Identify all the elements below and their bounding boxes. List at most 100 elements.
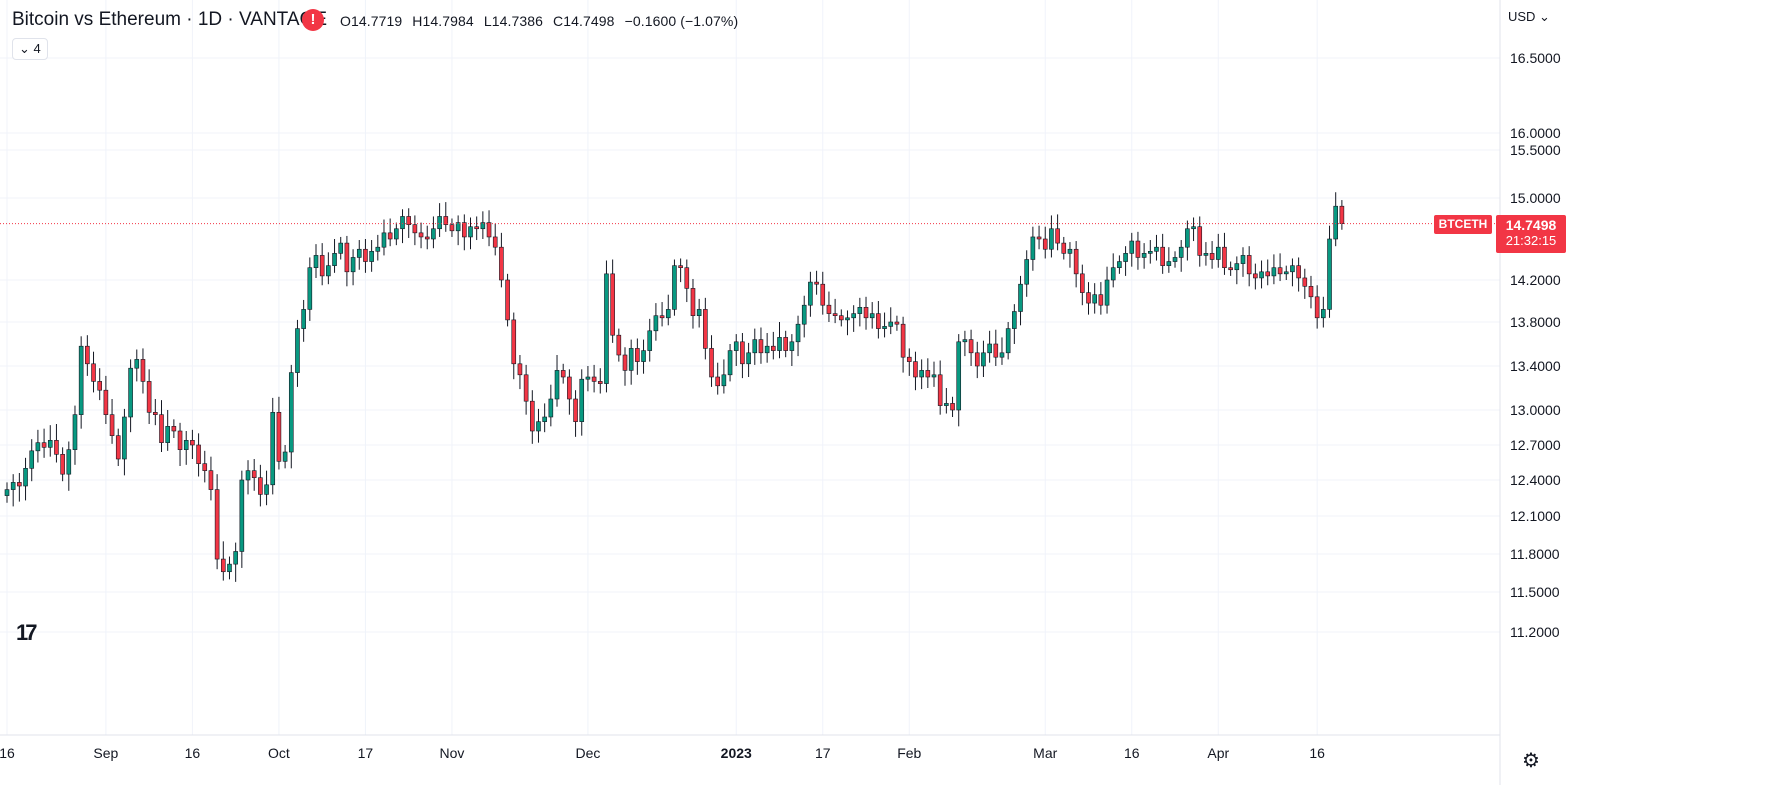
candle bbox=[153, 412, 158, 415]
candle bbox=[177, 430, 183, 450]
candle bbox=[845, 317, 850, 321]
candle bbox=[1129, 240, 1135, 254]
candle bbox=[820, 283, 826, 306]
candle bbox=[375, 246, 381, 252]
candle bbox=[66, 449, 72, 475]
ohlc-low: L14.7386 bbox=[483, 13, 544, 29]
candle bbox=[678, 265, 683, 268]
candle bbox=[567, 376, 572, 400]
candle bbox=[771, 345, 776, 351]
candle bbox=[919, 370, 924, 378]
candle bbox=[1265, 271, 1271, 277]
currency-selector[interactable]: USD ⌄ bbox=[1508, 9, 1550, 24]
candle bbox=[523, 374, 529, 402]
y-tick-label: 16.0000 bbox=[1510, 125, 1561, 141]
candle bbox=[888, 321, 894, 327]
candle bbox=[1104, 279, 1110, 306]
candle bbox=[653, 315, 659, 332]
candle bbox=[696, 309, 702, 316]
y-tick-label: 11.8000 bbox=[1510, 546, 1560, 562]
candle bbox=[227, 563, 232, 573]
candle bbox=[597, 381, 603, 384]
candle bbox=[381, 232, 387, 248]
y-tick-label: 11.2000 bbox=[1510, 624, 1560, 640]
x-tick-label: 17 bbox=[815, 745, 831, 761]
candle bbox=[307, 267, 313, 310]
candle bbox=[171, 426, 177, 432]
candle bbox=[1246, 255, 1252, 275]
chart-title[interactable]: Bitcoin vs Ethereum · 1D · VANTAGE bbox=[12, 9, 327, 30]
candle bbox=[1098, 294, 1104, 306]
candle bbox=[573, 398, 578, 422]
candle bbox=[604, 273, 609, 384]
candle bbox=[1314, 296, 1320, 319]
candle bbox=[264, 484, 269, 495]
candle bbox=[208, 470, 214, 490]
candle bbox=[999, 352, 1005, 358]
symbol-badge: BTCETH bbox=[1434, 215, 1492, 234]
candle bbox=[140, 359, 146, 382]
candle bbox=[709, 348, 714, 378]
x-tick-label: Feb bbox=[897, 745, 921, 761]
candle bbox=[610, 273, 615, 336]
alert-icon[interactable]: ! bbox=[302, 9, 324, 31]
candle bbox=[956, 341, 962, 411]
x-tick-label: 16 bbox=[185, 745, 201, 761]
candle bbox=[245, 470, 251, 481]
candle bbox=[1117, 261, 1122, 268]
candle bbox=[1141, 253, 1147, 258]
candle bbox=[319, 255, 325, 277]
candle bbox=[394, 228, 399, 240]
candle bbox=[449, 224, 455, 232]
candle bbox=[529, 400, 535, 432]
tradingview-logo[interactable]: 17 bbox=[16, 620, 38, 645]
candle bbox=[1271, 267, 1277, 277]
candle bbox=[350, 257, 356, 273]
candle bbox=[808, 281, 813, 306]
y-tick-label: 16.5000 bbox=[1510, 50, 1561, 66]
candle bbox=[128, 367, 133, 418]
y-tick-label: 12.4000 bbox=[1510, 472, 1561, 488]
candle bbox=[91, 363, 96, 382]
candle bbox=[356, 248, 362, 258]
candle bbox=[400, 216, 405, 230]
candle bbox=[1166, 261, 1172, 266]
y-tick-label: 13.0000 bbox=[1510, 402, 1561, 418]
candle bbox=[641, 350, 646, 362]
candle bbox=[727, 350, 733, 376]
candle bbox=[258, 477, 263, 495]
candle bbox=[1321, 309, 1326, 319]
candle bbox=[974, 352, 980, 367]
candle bbox=[146, 381, 152, 413]
candle bbox=[233, 551, 238, 565]
candle bbox=[301, 309, 306, 329]
candle bbox=[857, 306, 863, 314]
candle bbox=[1135, 240, 1141, 258]
candle bbox=[925, 370, 931, 378]
x-tick-label: Nov bbox=[440, 745, 465, 761]
candle bbox=[10, 482, 16, 490]
candle bbox=[387, 232, 393, 240]
candle bbox=[1160, 246, 1165, 266]
candle bbox=[455, 222, 461, 232]
candle bbox=[109, 414, 115, 436]
candle bbox=[746, 352, 751, 365]
candle bbox=[560, 370, 566, 378]
candle bbox=[412, 224, 418, 234]
x-tick-label: Mar bbox=[1033, 745, 1057, 761]
indicators-toggle-button[interactable]: ⌄ 4 bbox=[12, 38, 48, 60]
candle bbox=[863, 306, 869, 319]
y-tick-label: 11.5000 bbox=[1510, 584, 1560, 600]
gear-icon[interactable]: ⚙ bbox=[1522, 750, 1540, 772]
candle bbox=[795, 323, 801, 343]
candle bbox=[1086, 292, 1091, 304]
candle bbox=[987, 343, 992, 354]
candle bbox=[183, 440, 189, 450]
candle bbox=[703, 309, 708, 349]
candle bbox=[1234, 263, 1240, 271]
candle bbox=[962, 339, 968, 343]
candle bbox=[789, 341, 795, 351]
candle bbox=[1228, 267, 1233, 271]
candle bbox=[894, 321, 900, 325]
